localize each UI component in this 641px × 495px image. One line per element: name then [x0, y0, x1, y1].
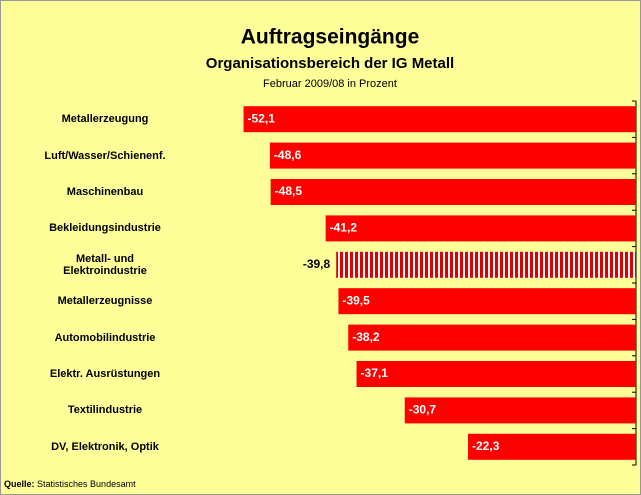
- chart-subtitle: Organisationsbereich der IG Metall: [206, 55, 454, 72]
- value-label: -48,5: [275, 184, 303, 198]
- bar: [338, 288, 636, 315]
- category-label: Elektr. Ausrüstungen: [49, 368, 161, 380]
- source: Quelle: Statistisches Bundesamt: [4, 479, 136, 489]
- category-label: Automobilindustrie: [54, 331, 156, 344]
- value-label: -38,2: [352, 330, 380, 344]
- value-label: -39,8: [303, 257, 331, 271]
- category-label: Textilindustrie: [67, 404, 143, 417]
- bar: [336, 251, 636, 278]
- source-label: Quelle:: [4, 479, 35, 489]
- value-label: -30,7: [409, 403, 437, 417]
- value-label: -48,6: [274, 148, 302, 162]
- value-label: -41,2: [330, 221, 358, 235]
- category-label: Bekleidungsindustrie: [49, 222, 161, 235]
- bar: [270, 179, 636, 205]
- category-label: Luft/Wasser/Schienenf.: [44, 149, 166, 162]
- chart-note: Februar 2009/08 in Prozent: [263, 78, 397, 90]
- value-label: -39,5: [342, 293, 370, 307]
- category-label: DV, Elektronik, Optik: [51, 440, 159, 453]
- category-label: Metall- und Elektroindustrie: [63, 252, 147, 277]
- category-label: Metallerzeugnisse: [57, 295, 153, 308]
- chart-title: Auftragseingänge: [241, 26, 420, 49]
- bar: [325, 215, 636, 242]
- bar: [243, 106, 637, 133]
- category-label: Metallerzeugung: [61, 113, 149, 126]
- bar: [404, 397, 636, 424]
- bar: [468, 433, 636, 460]
- value-label: -37,1: [361, 366, 389, 380]
- category-label: Maschinenbau: [66, 186, 144, 198]
- bar: [348, 324, 636, 351]
- value-label: -52,1: [248, 111, 276, 125]
- value-label: -22,3: [472, 439, 500, 453]
- source-text: Statistisches Bundesamt: [37, 479, 136, 489]
- bar: [356, 361, 636, 387]
- bar: [269, 142, 636, 169]
